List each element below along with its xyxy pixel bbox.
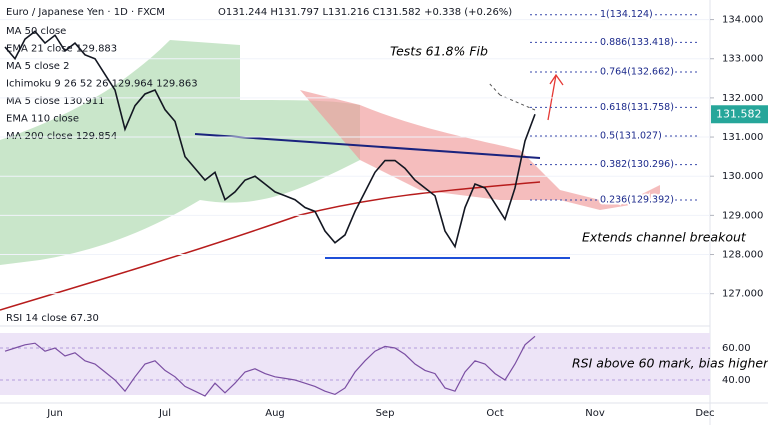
x-tick-label: Dec — [695, 408, 714, 419]
fib-label: 0.382(130.296) — [600, 159, 674, 170]
y-tick-label: 129.000 — [722, 210, 763, 221]
last-price-label: 131.582 — [716, 107, 762, 120]
indicator-label: Ichimoku 9 26 52 26 129.964 129.863 — [6, 79, 198, 90]
fib-label: 1(134.124) — [600, 9, 653, 20]
indicator-label: MA 5 close 2 — [6, 61, 70, 72]
y-tick-label: 132.000 — [722, 93, 763, 104]
y-tick-label: 128.000 — [722, 250, 763, 261]
x-tick-label: Aug — [265, 408, 285, 419]
indicator-label: MA 5 close 130.911 — [6, 96, 104, 107]
x-tick-label: Jul — [158, 408, 171, 419]
rsi-tick-label: 60.00 — [722, 343, 751, 354]
symbol-title: Euro / Japanese Yen · 1D · FXCM — [6, 7, 165, 18]
y-tick-label: 127.000 — [722, 289, 763, 300]
fib-label: 0.886(133.418) — [600, 37, 674, 48]
rsi-line — [4, 335, 536, 397]
fib-label: 0.618(131.758) — [600, 102, 674, 113]
y-tick-label: 134.000 — [722, 15, 763, 26]
rsi-label: RSI 14 close 67.30 — [6, 313, 99, 324]
y-tick-label: 133.000 — [722, 54, 763, 65]
ichimoku-cloud-red — [300, 90, 660, 210]
x-tick-label: Nov — [585, 408, 605, 419]
last-price-box — [711, 105, 768, 124]
ichimoku-cloud-green — [0, 40, 360, 265]
price-line — [4, 30, 536, 249]
y-tick-label: 131.000 — [722, 132, 763, 143]
indicator-label: MA 200 close 129.854 — [6, 131, 117, 142]
annotation: Extends channel breakout — [582, 230, 747, 245]
projection-arrow — [487, 81, 501, 96]
y-tick-label: 130.000 — [722, 171, 763, 182]
annotation: Tests 61.8% Fib — [390, 44, 488, 59]
x-tick-label: Oct — [486, 408, 503, 419]
fib-label: 0.5(131.027) — [600, 130, 662, 141]
indicator-label: EMA 21 close 129.883 — [6, 44, 117, 55]
rsi-band — [0, 333, 710, 395]
fib-label: 0.236(129.392) — [600, 195, 674, 206]
x-tick-label: Sep — [376, 408, 395, 419]
fib-label: 0.764(132.662) — [600, 66, 674, 77]
x-tick-label: Jun — [46, 408, 63, 419]
ohlc: O131.244 H131.797 L131.216 C131.582 +0.3… — [218, 7, 512, 18]
indicator-label: EMA 110 close — [6, 114, 79, 125]
annotation: RSI above 60 mark, bias higher — [572, 356, 768, 371]
rsi-tick-label: 40.00 — [722, 375, 751, 386]
channel-line — [194, 133, 541, 159]
